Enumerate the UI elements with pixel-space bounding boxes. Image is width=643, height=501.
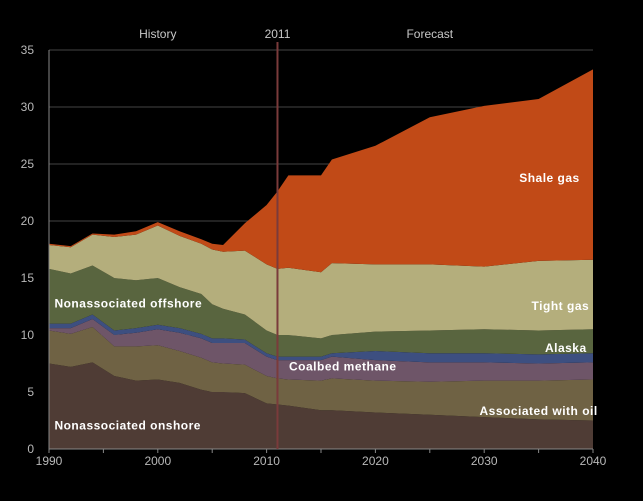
header-label: 2011 xyxy=(265,27,291,41)
area-coalbed-methane xyxy=(49,319,593,382)
series-label: Shale gas xyxy=(519,171,580,185)
area-tight-gas xyxy=(49,225,593,339)
header-label: History xyxy=(139,27,176,41)
area-associated-with-oil xyxy=(49,327,593,421)
x-tick-label: 2040 xyxy=(580,454,607,468)
y-tick-label: 25 xyxy=(21,157,35,171)
x-tick-label: 2000 xyxy=(144,454,171,468)
x-tick-label: 2030 xyxy=(471,454,498,468)
area-nonassociated-offshore xyxy=(49,265,593,357)
series-label: Nonassociated onshore xyxy=(54,419,201,433)
x-tick-label: 1990 xyxy=(36,454,63,468)
y-tick-label: 15 xyxy=(21,271,35,285)
series-label: Associated with oil xyxy=(480,404,598,418)
series-label: Coalbed methane xyxy=(289,359,397,373)
x-tick-label: 2020 xyxy=(362,454,389,468)
y-tick-label: 35 xyxy=(21,43,35,57)
y-tick-label: 0 xyxy=(27,442,34,456)
x-tick-label: 2010 xyxy=(253,454,280,468)
y-tick-label: 20 xyxy=(21,214,35,228)
y-tick-label: 5 xyxy=(27,385,34,399)
header-label: Forecast xyxy=(406,27,453,41)
area-nonassociated-onshore xyxy=(49,362,593,449)
area-alaska xyxy=(49,314,593,364)
y-tick-label: 10 xyxy=(21,328,35,342)
series-label: Nonassociated offshore xyxy=(54,297,202,311)
area-shale-gas xyxy=(49,69,593,273)
series-label: Tight gas xyxy=(532,299,590,313)
y-tick-label: 30 xyxy=(21,100,35,114)
series-label: Alaska xyxy=(545,341,587,355)
